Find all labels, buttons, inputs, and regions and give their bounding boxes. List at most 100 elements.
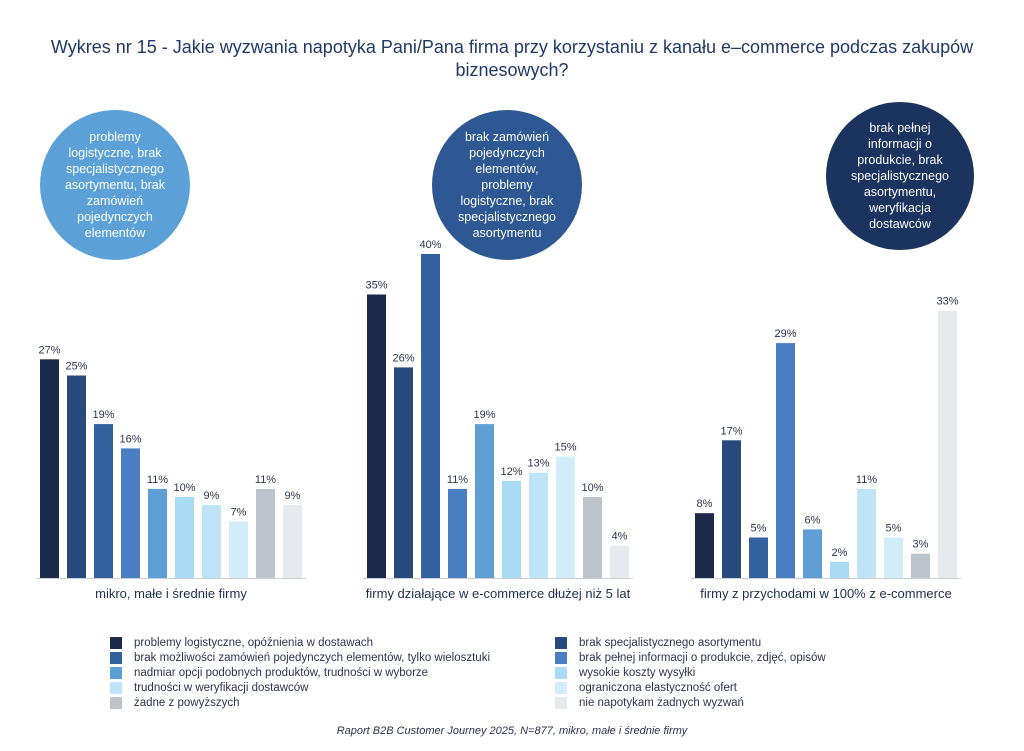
group-label: mikro, małe i średnie firmy [95,586,247,601]
bar [583,497,602,578]
legend-swatch [110,697,122,709]
group-summary-bubble-2: brak zamówień pojedynczych elementów, pr… [432,110,582,260]
data-label: 2% [832,547,848,559]
bar [394,367,413,578]
data-label: 35% [365,280,387,292]
legend-swatch [110,652,122,664]
legend-swatch [555,637,567,649]
data-label: 15% [554,442,576,454]
bar [229,521,248,578]
bar [502,480,521,578]
data-label: 33% [936,296,958,308]
bar [175,497,194,578]
bar [448,488,467,578]
data-label: 11% [447,474,468,486]
bar [40,359,59,578]
legend-label: nie napotykam żadnych wyzwań [579,697,744,709]
bar [857,488,876,578]
data-label: 11% [147,474,168,486]
legend-item: ograniczona elastyczność ofert [555,682,737,694]
data-label: 19% [92,409,114,421]
legend-label: ograniczona elastyczność ofert [579,682,737,694]
legend-swatch [110,682,122,694]
legend-swatch [555,652,567,664]
legend-label: brak specjalistycznego asortymentu [579,637,762,649]
bar [367,294,386,578]
legend-swatch [110,637,122,649]
bar [695,513,714,578]
bubble-text: brak pełnej informacji o produkcie, brak… [851,121,949,231]
group-label: firmy z przychodami w 100% z e-commerce [700,586,951,601]
legend-item: problemy logistyczne, opóźnienia w dosta… [110,637,373,649]
bar [94,424,113,578]
data-label: 26% [392,352,414,364]
bar-chart: 27% 25% 19% 16% 11% 10% 9% 7% 11% 9% mikro, małe i… [36,239,961,601]
bubble-text: brak zamówień pojedynczych elementów, pr… [458,130,556,240]
group-summary-bubble-1: problemy logistyczne, brak specjalistycz… [40,110,190,260]
data-label: 16% [119,433,141,445]
legend-label: wysokie koszty wysyłki [579,667,696,679]
bar [911,553,930,578]
bar [475,424,494,578]
bar [749,537,768,578]
data-label: 12% [500,466,522,478]
data-label: 19% [473,409,495,421]
legend-item: nie napotykam żadnych wyzwań [555,697,744,709]
legend-label: brak możliwości zamówień pojedynczych el… [134,652,491,664]
legend-item: żadne z powyższych [110,697,239,709]
bar [256,488,275,578]
legend-swatch [555,697,567,709]
bar [529,472,548,578]
bar [884,537,903,578]
legend-item: brak możliwości zamówień pojedynczych el… [110,652,490,664]
legend-item: trudności w weryfikacji dostawców [110,682,308,694]
bubble-text: problemy logistyczne, brak specjalistycz… [64,130,166,240]
data-label: 11% [255,474,276,486]
source-note: Raport B2B Customer Journey 2025, N=877,… [336,725,688,737]
legend-item: nadmiar opcji podobnych produktów, trudn… [110,667,428,679]
bar [776,343,795,578]
data-label: 27% [38,344,60,356]
bar [803,529,822,578]
legend-label: brak pełnej informacji o produkcie, zdję… [579,652,826,664]
data-label: 9% [285,490,301,502]
data-label: 10% [581,482,603,494]
data-label: 8% [697,498,713,510]
data-label: 9% [204,490,220,502]
data-label: 13% [527,458,549,470]
data-label: 10% [173,482,195,494]
legend-label: problemy logistyczne, opóźnienia w dosta… [134,637,374,649]
data-label: 6% [805,514,821,526]
bar [610,545,629,578]
bar [283,505,302,578]
bar [67,375,86,578]
data-label: 4% [612,531,628,543]
data-label: 3% [913,539,929,551]
legend-item: brak pełnej informacji o produkcie, zdję… [555,652,826,664]
legend-swatch [555,682,567,694]
chart-title: Wykres nr 15 - Jakie wyzwania napotyka P… [50,37,974,80]
data-label: 29% [774,328,796,340]
bar [148,488,167,578]
legend-label: nadmiar opcji podobnych produktów, trudn… [134,667,429,679]
bar [556,456,575,578]
data-label: 17% [720,425,742,437]
bar [938,310,957,578]
group-summary-bubble-3: brak pełnej informacji o produkcie, brak… [826,102,974,250]
data-label: 25% [65,361,87,373]
data-label: 40% [419,239,441,251]
data-label: 7% [231,506,247,518]
legend-swatch [110,667,122,679]
data-label: 5% [751,523,767,535]
data-label: 11% [856,474,877,486]
bar [830,561,849,578]
legend-item: wysokie koszty wysyłki [555,667,695,679]
legend-label: żadne z powyższych [134,697,240,709]
bar [421,254,440,578]
legend-item: brak specjalistycznego asortymentu [555,637,761,649]
group-label: firmy działające w e-commerce dłużej niż… [366,586,631,601]
data-label: 5% [886,523,902,535]
legend-label: trudności w weryfikacji dostawców [134,682,309,694]
bar [121,448,140,578]
legend-swatch [555,667,567,679]
